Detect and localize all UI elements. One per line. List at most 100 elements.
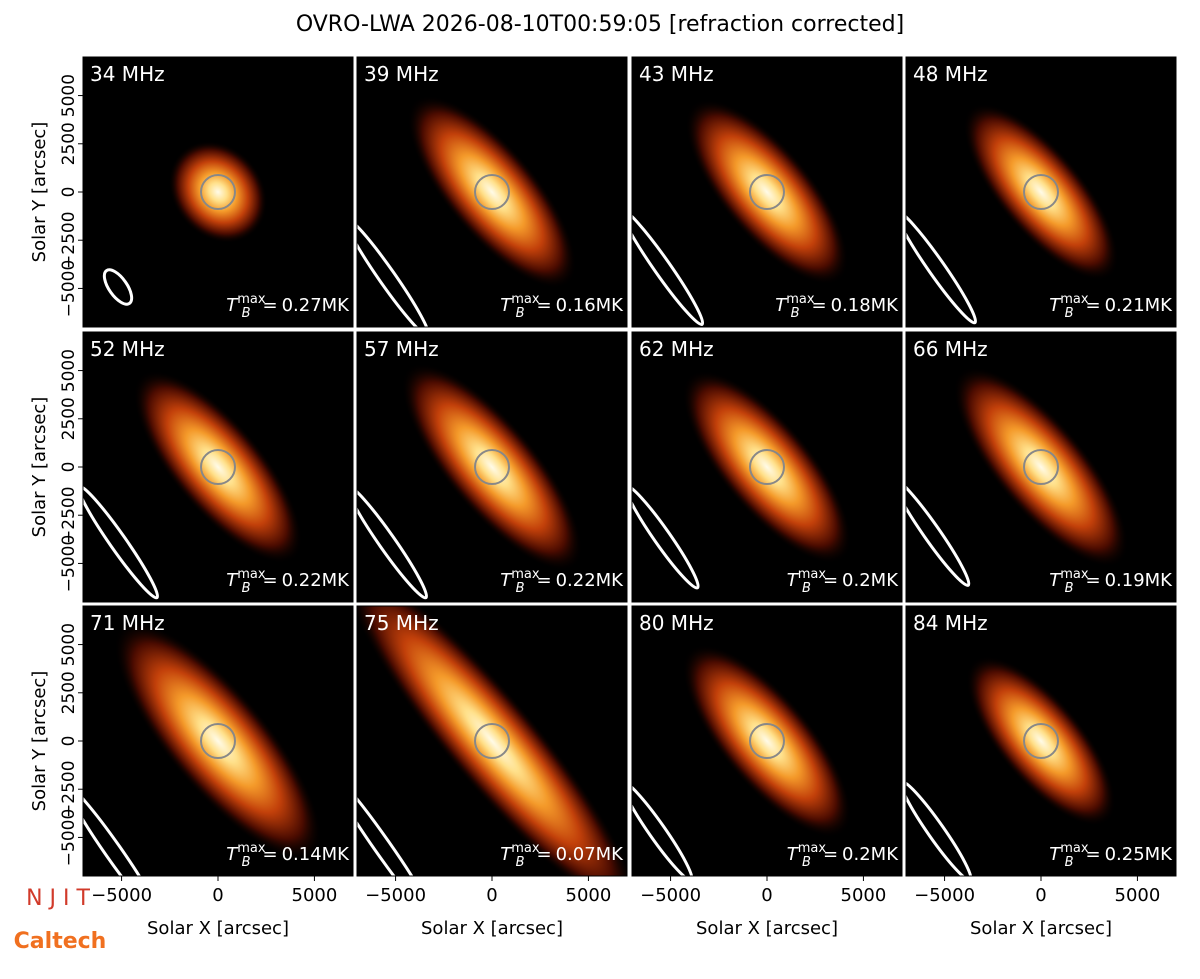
solar-disk xyxy=(200,174,236,210)
tb-sub: B xyxy=(242,855,251,870)
beam xyxy=(906,209,978,325)
y-axis-label: Solar Y [arcsec] xyxy=(29,671,50,812)
x-tick-label: 5000 xyxy=(292,885,338,906)
tb-label: Tmax B = 0.2MK xyxy=(787,841,900,870)
tb-sub: B xyxy=(1065,581,1074,596)
freq-label: 75 MHz xyxy=(364,611,439,635)
beam xyxy=(632,780,694,876)
tb-sup: max xyxy=(1060,292,1089,307)
panel: 57 MHz Tmax B = 0.22MK xyxy=(356,331,628,603)
tb-symbol: T xyxy=(1049,844,1062,865)
tb-eq: = xyxy=(536,570,551,591)
tb-sup: max xyxy=(237,841,266,856)
tb-sup: max xyxy=(511,292,540,307)
freq-label: 84 MHz xyxy=(913,611,988,635)
panel: 34 MHz Tmax B = 0.27MK −5000−2500 0 2500 5000 Sol… xyxy=(29,56,354,328)
tb-sup: max xyxy=(798,567,827,582)
panel-frame xyxy=(356,331,628,603)
tb-label: Tmax B = 0.21MK xyxy=(1049,292,1173,321)
beam xyxy=(906,477,971,587)
tb-sub: B xyxy=(802,581,811,596)
solar-disk xyxy=(1023,174,1059,210)
beam xyxy=(632,484,700,590)
tb-sup: max xyxy=(237,567,266,582)
tb-eq: = xyxy=(262,295,277,316)
x-tick-label: 5000 xyxy=(1115,885,1161,906)
x-tick-label: −5000 xyxy=(640,885,701,906)
solar-disk xyxy=(749,174,785,210)
tb-eq: = xyxy=(1085,295,1100,316)
x-tick-label: 5000 xyxy=(841,885,887,906)
tb-eq: = xyxy=(262,844,277,865)
panel-content xyxy=(632,57,902,327)
tb-label: Tmax B = 0.22MK xyxy=(226,567,350,596)
tb-sup: max xyxy=(786,292,815,307)
panel-content xyxy=(83,57,353,327)
panel: 62 MHz Tmax B = 0.2MK xyxy=(631,331,903,603)
freq-label: 66 MHz xyxy=(913,337,988,361)
y-tick-label: −5000 xyxy=(59,809,79,867)
beam xyxy=(357,770,436,876)
panel: 48 MHz Tmax B = 0.21MK xyxy=(905,56,1177,328)
panel-content xyxy=(906,606,1176,876)
logo-caltech: Caltech xyxy=(14,929,107,954)
x-tick-label: 5000 xyxy=(566,885,612,906)
emission xyxy=(685,99,849,285)
panel-frame xyxy=(631,331,903,603)
solar-disk xyxy=(474,174,510,210)
tb-label: Tmax B = 0.14MK xyxy=(226,841,350,870)
tb-symbol: T xyxy=(226,844,239,865)
emission xyxy=(966,656,1116,826)
tb-label: Tmax B = 0.2MK xyxy=(787,567,900,596)
tb-sup: max xyxy=(798,841,827,856)
y-tick-label: 0 xyxy=(59,187,79,198)
panel-content xyxy=(357,57,627,327)
y-tick-label: 0 xyxy=(59,462,79,473)
x-axis-label: Solar X [arcsec] xyxy=(970,918,1112,939)
emission xyxy=(963,103,1119,281)
tb-symbol: T xyxy=(775,295,788,316)
freq-label: 43 MHz xyxy=(639,62,714,86)
tb-eq: = xyxy=(823,570,838,591)
emission xyxy=(357,606,627,876)
tb-label: Tmax B = 0.27MK xyxy=(226,292,350,321)
freq-label: 71 MHz xyxy=(90,611,165,635)
x-tick-label: −5000 xyxy=(91,885,152,906)
y-tick-label: 5000 xyxy=(59,623,79,666)
tb-eq: = xyxy=(1085,844,1100,865)
emission xyxy=(682,644,852,838)
freq-label: 48 MHz xyxy=(913,62,988,86)
x-tick-label: 0 xyxy=(761,885,772,906)
tb-eq: = xyxy=(1085,570,1100,591)
tb-symbol: T xyxy=(500,570,513,591)
y-tick-label: 5000 xyxy=(59,74,79,117)
x-tick-label: 0 xyxy=(1035,885,1046,906)
panel: 39 MHz Tmax B = 0.16MK xyxy=(356,56,628,328)
tb-value: 0.2MK xyxy=(842,844,899,865)
beam xyxy=(83,783,161,876)
solar-disk xyxy=(749,723,785,759)
tb-label: Tmax B = 0.07MK xyxy=(500,841,624,870)
x-axis-label: Solar X [arcsec] xyxy=(696,918,838,939)
tb-symbol: T xyxy=(226,295,239,316)
panel-content xyxy=(632,332,902,602)
y-axis-label: Solar Y [arcsec] xyxy=(29,397,50,538)
title: OVRO-LWA 2026-08-10T00:59:05 [refraction… xyxy=(296,12,904,37)
freq-label: 39 MHz xyxy=(364,62,439,86)
emission xyxy=(168,140,268,244)
panel-frame xyxy=(905,331,1177,603)
y-tick-label: −2500 xyxy=(59,486,79,544)
tb-value: 0.22MK xyxy=(282,570,351,591)
freq-label: 80 MHz xyxy=(639,611,714,635)
tb-symbol: T xyxy=(1049,570,1062,591)
panel-content xyxy=(83,606,353,876)
y-tick-label: −5000 xyxy=(59,260,79,318)
solar-disk xyxy=(749,449,785,485)
emission xyxy=(953,366,1129,568)
tb-sub: B xyxy=(802,855,811,870)
panel: 43 MHz Tmax B = 0.18MK xyxy=(631,56,903,328)
solar-disk xyxy=(200,723,236,759)
beam xyxy=(102,268,134,306)
panel-frame xyxy=(356,56,628,328)
